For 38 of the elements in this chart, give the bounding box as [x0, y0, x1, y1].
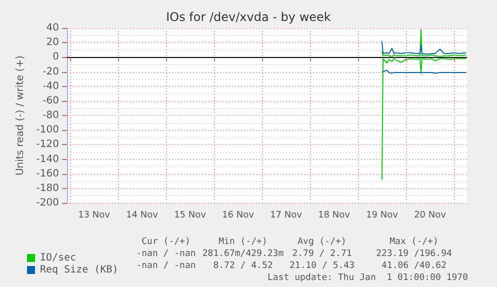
y-tick-label: -100 [36, 124, 59, 136]
x-tick-label: 13 Nov [78, 210, 111, 220]
legend-label: Req Size (KB) [40, 264, 118, 276]
x-tick-label: 16 Nov [222, 210, 255, 220]
y-tick-label: 20 [46, 37, 59, 48]
text: 281.67m/429.23m [202, 249, 284, 259]
text: 21.10 / 5.43 [289, 261, 355, 271]
y-tick-label: -120 [36, 139, 59, 150]
x-tick-label: 15 Nov [174, 210, 207, 220]
y-tick-label: -20 [42, 66, 59, 78]
text: 2.79 / 2.71 [292, 249, 352, 259]
text: -nan / -nan [136, 261, 196, 271]
chart-title: IOs for /dev/xvda - by week [166, 10, 331, 24]
text: Avg (-/+) [298, 237, 346, 247]
y-tick-label: -200 [36, 198, 59, 208]
text: Cur (-/+) [142, 237, 190, 247]
x-tick-label: 18 Nov [318, 210, 351, 220]
text: 41.06 /40.62 [381, 261, 447, 271]
legend-label: IO/sec [40, 252, 76, 264]
y-axis-title: Units read (-) / write (+) [14, 55, 26, 176]
x-tick-label: 19 Nov [366, 210, 399, 220]
text: Min (-/+) [218, 237, 268, 247]
x-tick-label: 14 Nov [126, 210, 159, 220]
y-tick-label: -60 [42, 95, 59, 106]
y-tick-label: -80 [42, 110, 59, 121]
x-tick-label: 17 Nov [270, 210, 303, 220]
y-tick-label: -40 [42, 80, 59, 92]
text: Last update: Thu Jan 1 01:00:00 1970 [268, 273, 468, 283]
y-tick-label: -180 [36, 182, 59, 194]
text: 223.19 /196.94 [376, 249, 452, 259]
text: -nan / -nan [136, 249, 196, 259]
text: Max (-/+) [390, 237, 438, 247]
y-tick-label: 40 [46, 22, 59, 34]
text: 8.72 / 4.52 [213, 261, 273, 271]
y-tick-label: -140 [36, 154, 59, 165]
x-tick-label: 20 Nov [414, 210, 447, 220]
y-tick-label: -160 [36, 168, 59, 180]
y-tick-label: 0 [52, 52, 59, 63]
